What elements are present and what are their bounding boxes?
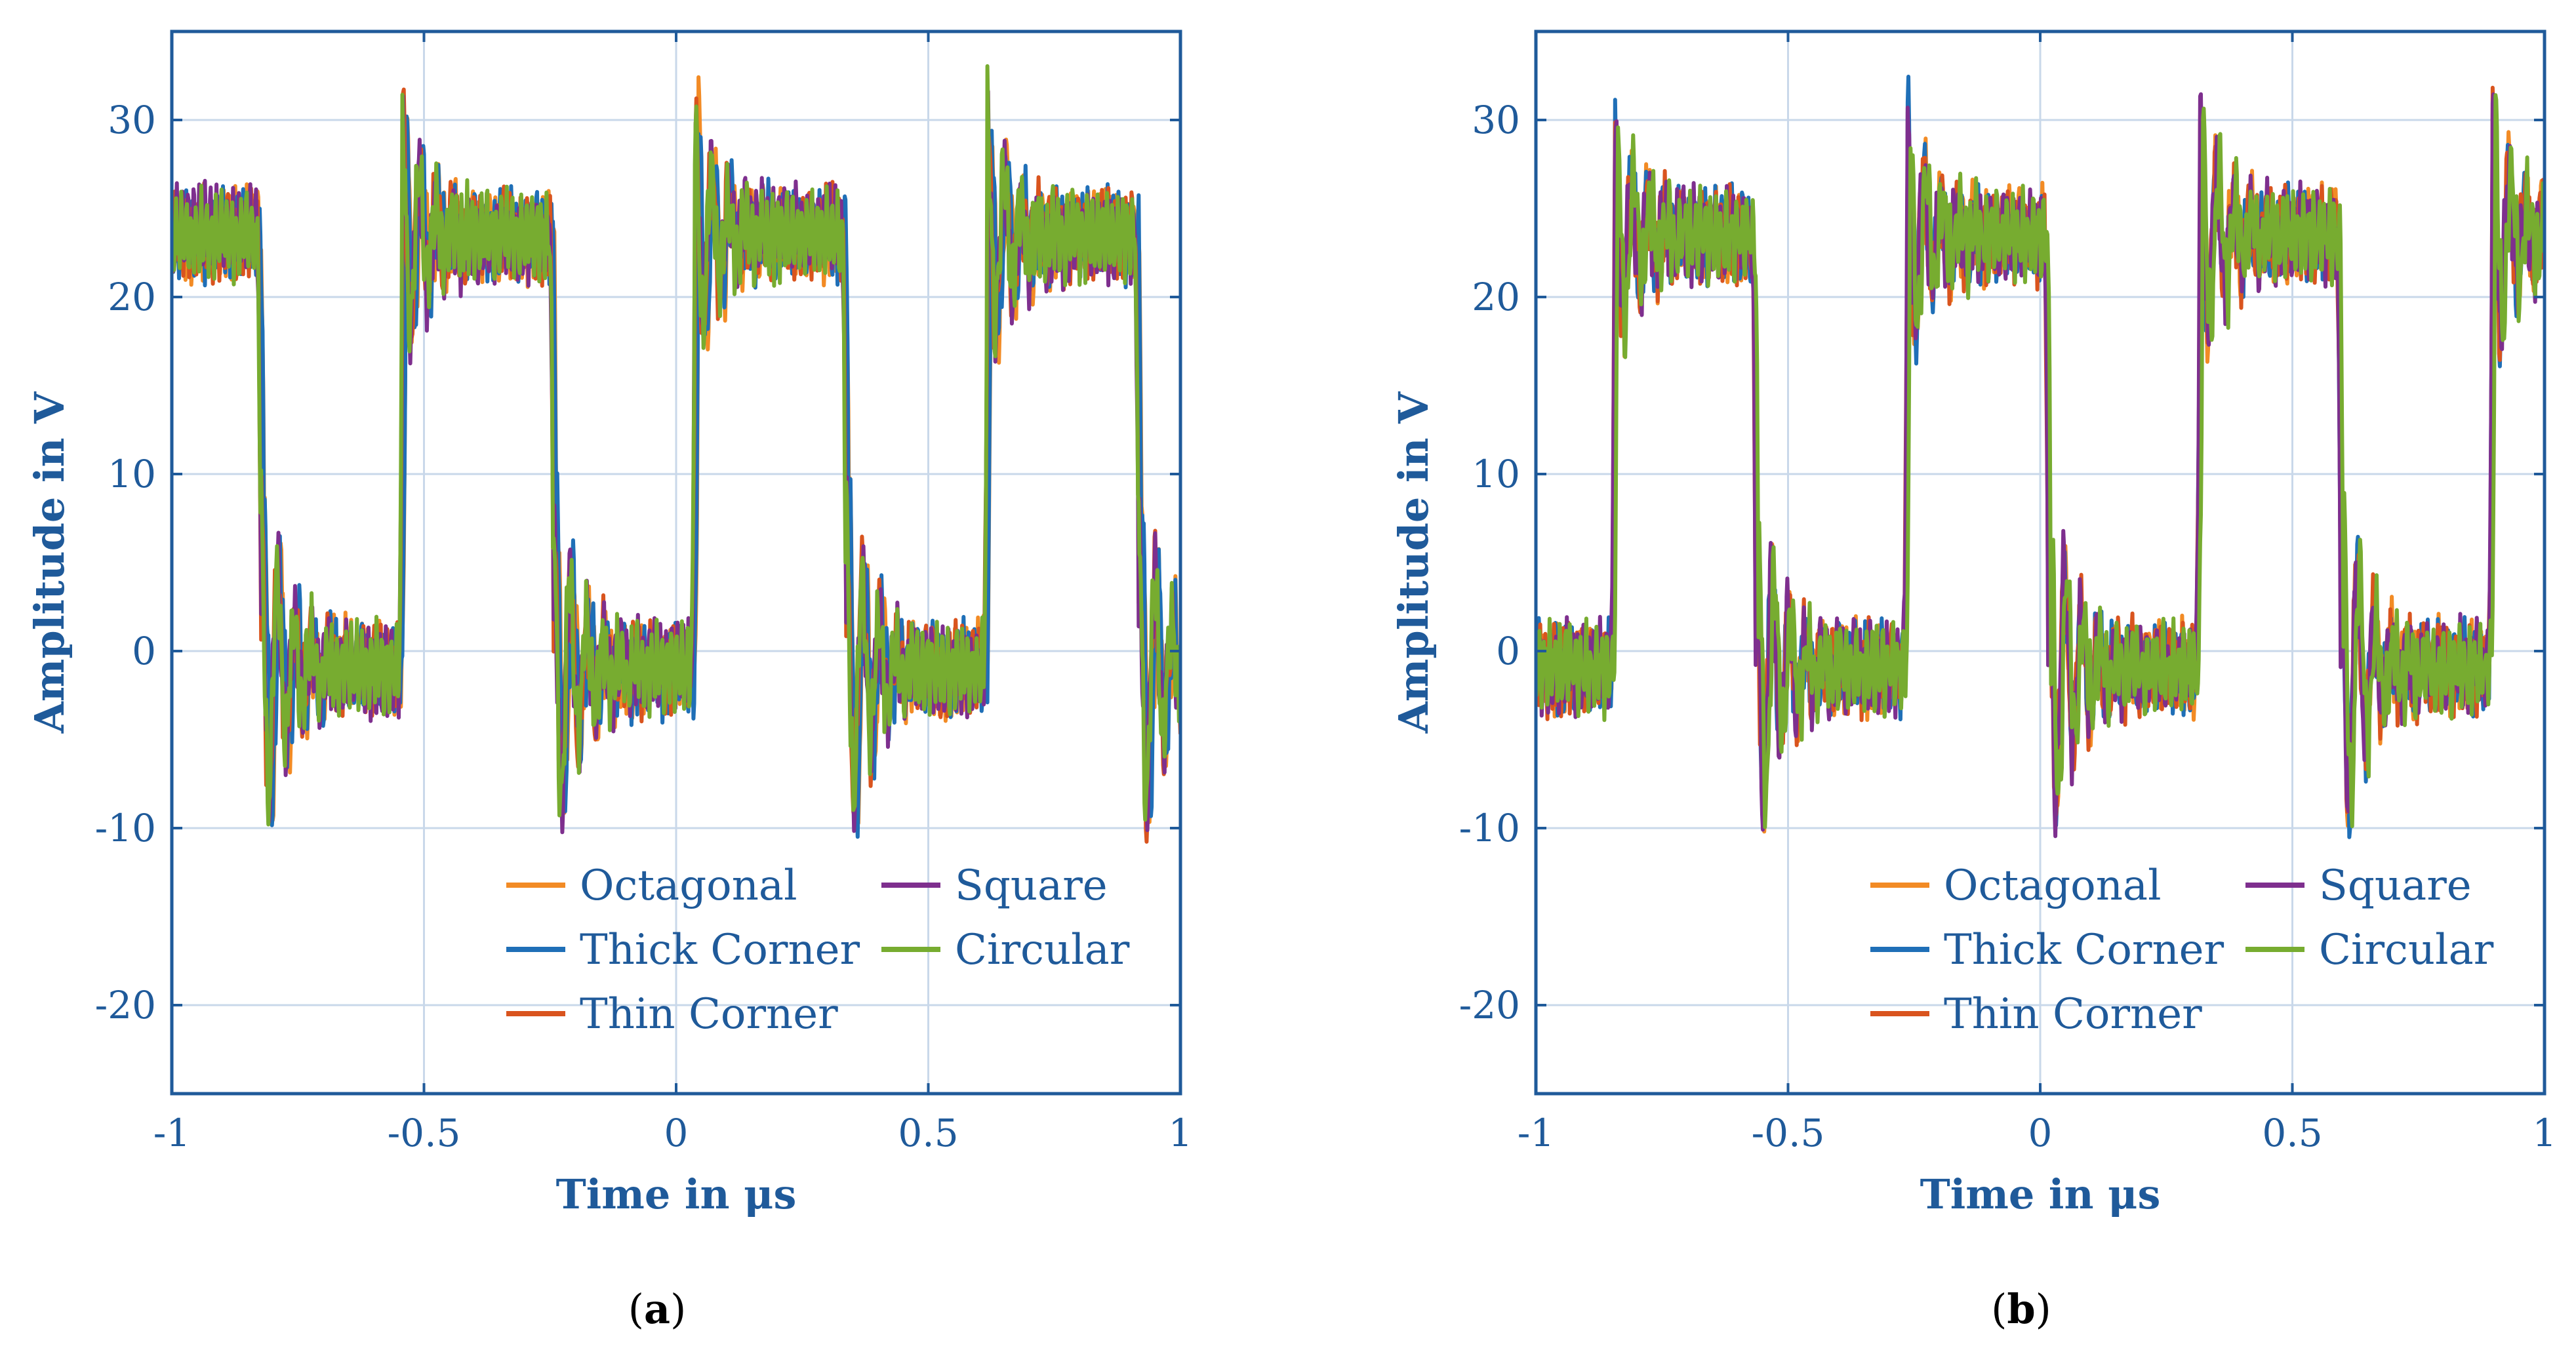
series-group (1536, 74, 2545, 839)
y-tick-label: -10 (1459, 806, 1520, 850)
legend-label-thick-corner: Thick Corner (580, 926, 860, 974)
x-tick-label: -1 (1518, 1111, 1555, 1155)
y-axis-title: Amplitude in V (26, 391, 73, 734)
x-axis-title: Time in μs (1920, 1170, 2161, 1218)
chart-panel-a: -1 -0.5 0 0.5 1 -20 -10 0 10 20 30 Time in μs Amplit… (26, 30, 1193, 1218)
y-tick-label: 30 (108, 98, 156, 142)
legend-label-thin-corner: Thin Corner (1944, 990, 2202, 1039)
x-tick-label: 0.5 (2262, 1111, 2322, 1155)
x-tick-label: 0 (2028, 1111, 2053, 1155)
x-tick-label: 1 (1169, 1111, 1193, 1155)
y-tick-label: -20 (95, 983, 156, 1027)
legend-label-octagonal: Octagonal (580, 862, 797, 910)
legend-label-octagonal: Octagonal (1944, 862, 2162, 910)
y-tick-label: -10 (95, 806, 156, 850)
legend-label-circular: Circular (955, 926, 1130, 974)
x-axis-title: Time in μs (556, 1170, 797, 1218)
series-line-circular (1536, 93, 2545, 829)
legend-label-square: Square (955, 862, 1108, 910)
x-tick-label: -0.5 (388, 1111, 461, 1155)
y-tick-label: 0 (132, 629, 156, 673)
x-tick-label: 0 (664, 1111, 689, 1155)
legend-label-thick-corner: Thick Corner (1944, 926, 2224, 974)
legend: Octagonal Square Thick Corner Circular Thin … (1870, 862, 2494, 1039)
x-tick-label: -0.5 (1752, 1111, 1825, 1155)
y-tick-label: 30 (1472, 98, 1520, 142)
y-tick-label: 0 (1496, 629, 1520, 673)
y-tick-label: 10 (1472, 452, 1520, 496)
x-tick-label: 0.5 (898, 1111, 958, 1155)
y-tick-label: 10 (108, 452, 156, 496)
legend: Octagonal Square Thick Corner Circular Thin … (506, 862, 1130, 1039)
y-tick-label: 20 (1472, 275, 1520, 319)
x-tick-label: 1 (2533, 1111, 2557, 1155)
series-line-circular (172, 64, 1180, 827)
chart-panel-b: -1 -0.5 0 0.5 1 -20 -10 0 10 20 30 Time in μs Amplit… (1390, 30, 2557, 1218)
legend-label-thin-corner: Thin Corner (580, 990, 838, 1039)
panel-label-a: (a) (628, 1285, 687, 1333)
series-group (172, 64, 1180, 844)
legend-label-circular: Circular (2319, 926, 2494, 974)
y-axis-title: Amplitude in V (1390, 391, 1438, 734)
legend-label-square: Square (2319, 862, 2472, 910)
y-tick-label: 20 (108, 275, 156, 319)
panel-label-b: (b) (1991, 1285, 2051, 1333)
x-tick-label: -1 (153, 1111, 191, 1155)
y-tick-label: -20 (1459, 983, 1520, 1027)
